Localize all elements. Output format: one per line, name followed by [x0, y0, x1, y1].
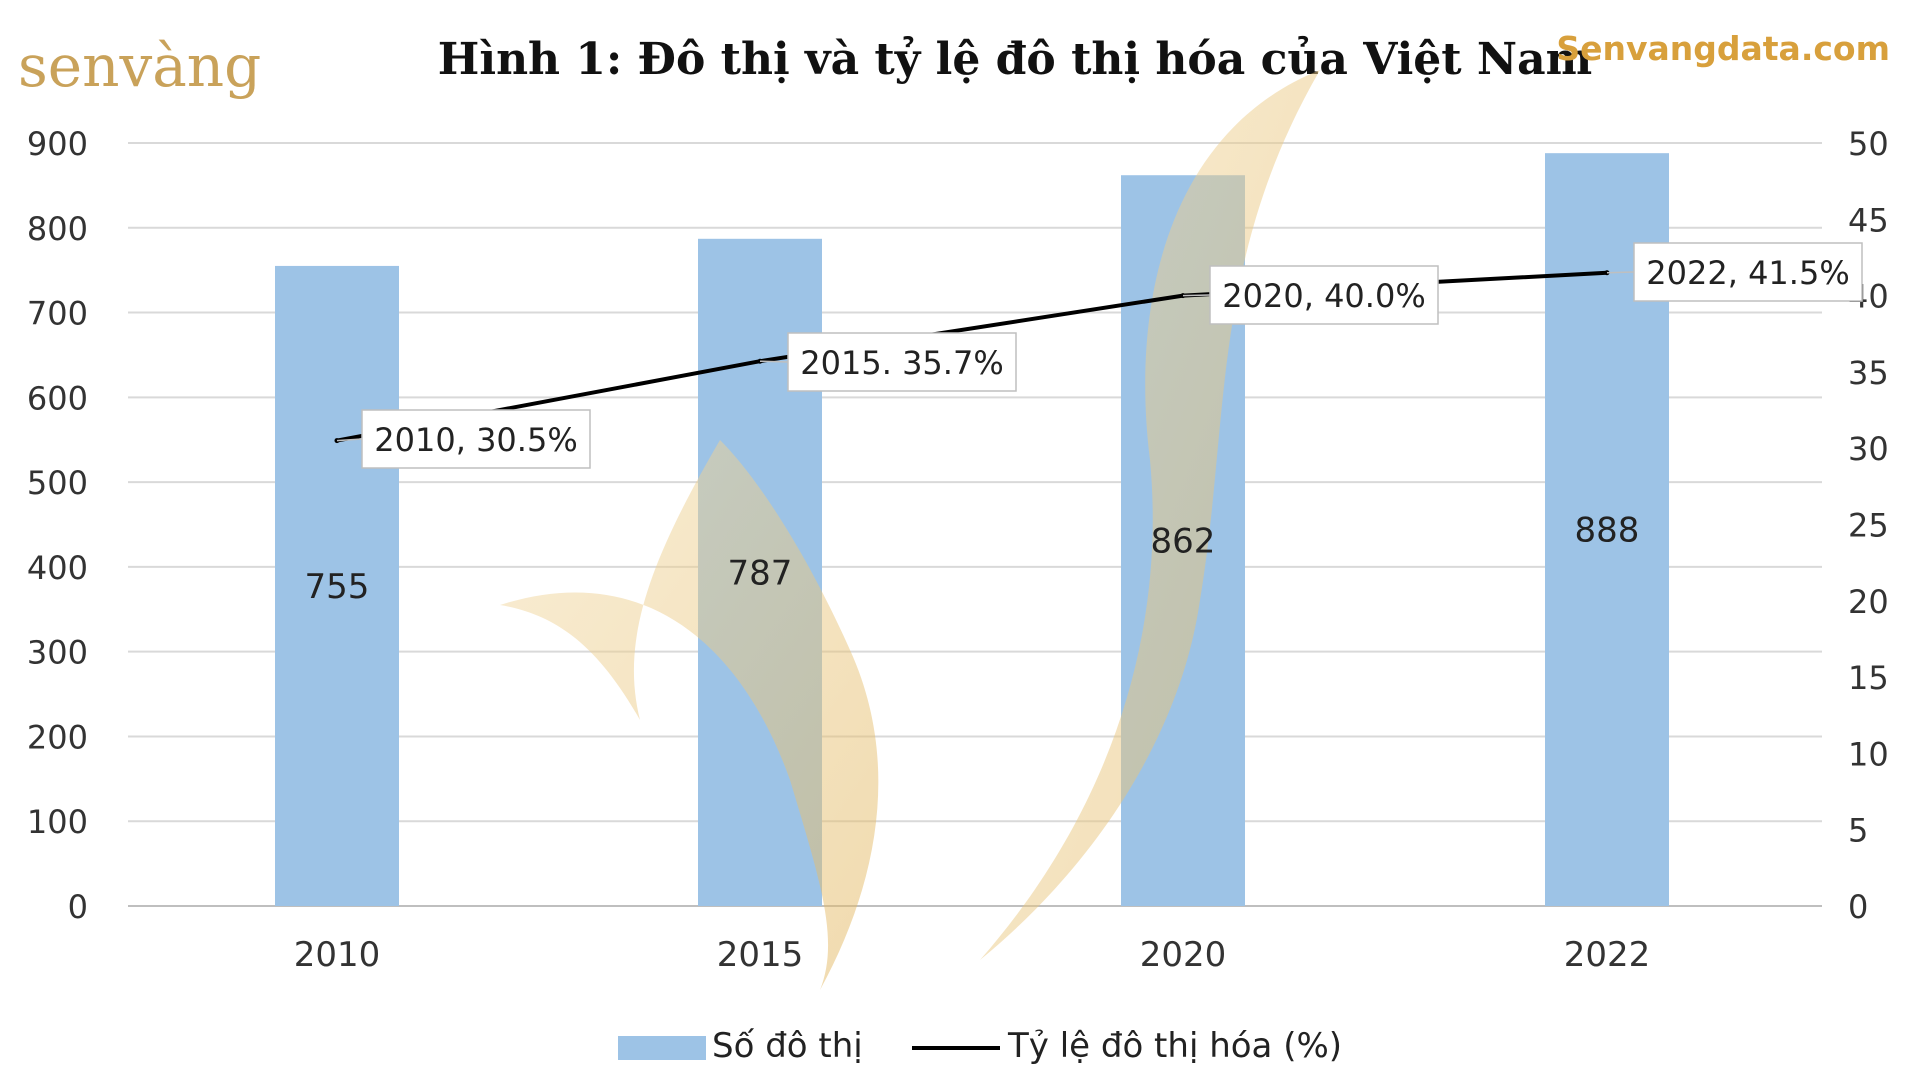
legend: Số đô thị Tỷ lệ đô thị hóa (%)	[618, 1026, 1342, 1066]
right-tick-label: 15	[1848, 659, 1889, 697]
callout-box	[1209, 265, 1439, 325]
left-tick-label: 100	[27, 803, 88, 841]
bar-data-label: 888	[1575, 511, 1640, 551]
callout-box	[361, 409, 591, 469]
callout-leader	[1182, 294, 1211, 297]
legend-bar-swatch	[618, 1036, 706, 1060]
line-data-label: 2015. 35.7%	[800, 344, 1003, 382]
bar-data-label: 787	[728, 553, 793, 593]
left-tick-label: 400	[27, 549, 88, 587]
right-tick-label: 25	[1848, 507, 1889, 545]
left-tick-label: 600	[27, 379, 88, 417]
right-tick-label: 10	[1848, 735, 1889, 773]
senvang-logo: senvàng	[18, 32, 261, 100]
callout-box	[787, 332, 1017, 392]
bar	[275, 265, 399, 907]
left-tick-label: 800	[27, 210, 88, 248]
callout-box	[1633, 242, 1863, 302]
bar-data-label: 755	[305, 567, 370, 607]
bar-series	[275, 153, 1669, 907]
line-data-label: 2020, 40.0%	[1222, 277, 1425, 315]
callout-leader	[759, 360, 789, 363]
right-tick-label: 50	[1848, 125, 1889, 163]
right-tick-label: 20	[1848, 583, 1889, 621]
right-tick-label: 30	[1848, 430, 1889, 468]
left-tick-label: 700	[27, 295, 88, 333]
right-tick-label: 0	[1848, 888, 1868, 926]
x-tick-label: 2010	[294, 935, 381, 975]
callout-leader	[1606, 271, 1635, 274]
left-axis-ticks: 0 100 200 300 400 500 600 700 800 900	[27, 125, 88, 926]
right-tick-label: 35	[1848, 354, 1889, 392]
left-tick-label: 500	[27, 464, 88, 502]
gridlines	[128, 142, 1822, 907]
bar-data-label: 862	[1151, 522, 1216, 562]
bar-data-labels: 755 787 862 888	[305, 511, 1640, 607]
right-tick-label: 5	[1848, 812, 1868, 850]
site-url: Senvangdata.com	[1556, 29, 1890, 68]
x-tick-label: 2022	[1564, 935, 1651, 975]
x-axis-ticks: 2010 2015 2020 2022	[294, 935, 1651, 975]
callout-leader	[336, 438, 363, 442]
line-data-labels: 2010, 30.5% 2015. 35.7% 2020, 40.0% 2022, 4…	[336, 242, 1863, 469]
x-tick-label: 2015	[717, 935, 804, 975]
legend-bar-label: Số đô thị	[712, 1026, 863, 1066]
line-data-label: 2010, 30.5%	[374, 421, 577, 459]
left-tick-label: 200	[27, 718, 88, 756]
left-tick-label: 0	[68, 888, 88, 926]
legend-line-label: Tỷ lệ đô thị hóa (%)	[1007, 1026, 1342, 1066]
x-tick-label: 2020	[1140, 935, 1227, 975]
line-data-label: 2022, 41.5%	[1646, 254, 1849, 292]
logo-text: senvàng	[18, 32, 261, 100]
right-tick-label: 45	[1848, 201, 1889, 239]
left-tick-label: 900	[27, 125, 88, 163]
chart-title: Hình 1: Đô thị và tỷ lệ đô thị hóa của V…	[438, 34, 1592, 85]
left-tick-label: 300	[27, 634, 88, 672]
